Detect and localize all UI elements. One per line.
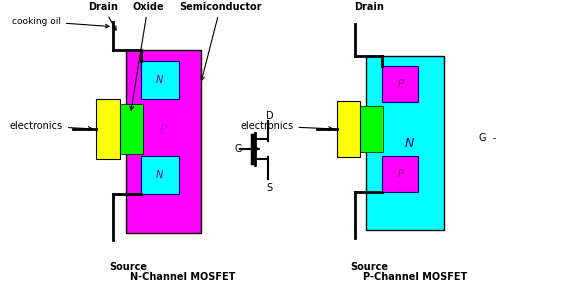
- Text: P: P: [160, 122, 168, 135]
- Bar: [382, 156, 418, 192]
- Text: Drain: Drain: [88, 2, 118, 30]
- Bar: [118, 104, 143, 154]
- Text: N-Channel MOSFET: N-Channel MOSFET: [130, 272, 236, 282]
- Text: electronics: electronics: [240, 121, 333, 131]
- Text: Semiconductor: Semiconductor: [179, 2, 262, 80]
- Text: Drain: Drain: [355, 2, 385, 12]
- Text: electronics: electronics: [10, 121, 92, 131]
- Text: Oxide: Oxide: [130, 2, 164, 110]
- Text: G: G: [234, 144, 242, 154]
- Text: D: D: [266, 111, 274, 121]
- Text: N: N: [404, 137, 414, 151]
- Bar: [382, 66, 418, 102]
- Text: N: N: [156, 75, 164, 85]
- Text: S: S: [266, 183, 272, 193]
- Bar: [141, 156, 179, 194]
- Bar: [367, 57, 444, 230]
- Bar: [126, 49, 201, 233]
- Text: N: N: [156, 170, 164, 180]
- Bar: [96, 99, 120, 159]
- Bar: [359, 106, 384, 152]
- Text: cooking oil: cooking oil: [12, 17, 109, 28]
- Text: G  -: G -: [479, 133, 496, 143]
- Text: P: P: [397, 79, 403, 89]
- Text: Source: Source: [109, 262, 147, 272]
- Bar: [141, 61, 179, 99]
- Text: P: P: [397, 169, 403, 179]
- Text: Source: Source: [350, 262, 389, 272]
- Text: P-Channel MOSFET: P-Channel MOSFET: [363, 272, 467, 282]
- Bar: [337, 101, 360, 157]
